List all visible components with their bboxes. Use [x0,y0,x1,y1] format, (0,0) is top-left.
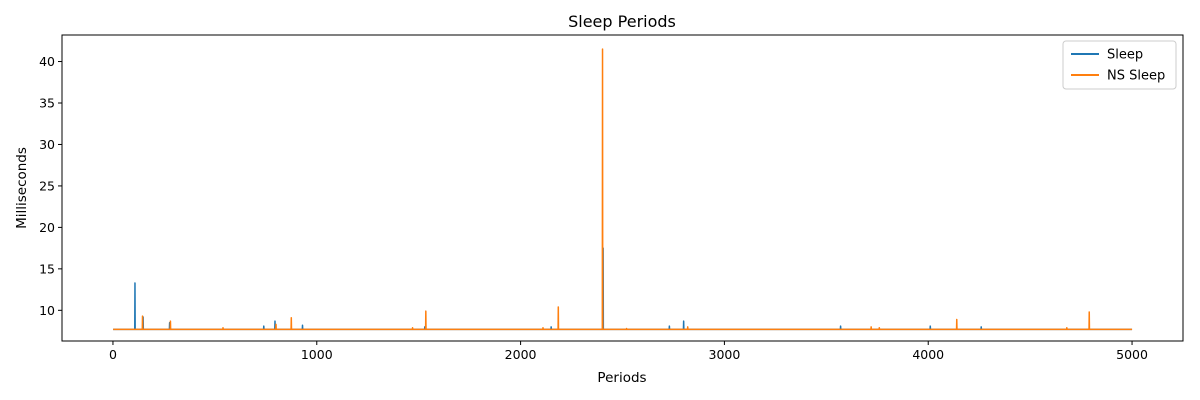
y-tick-label: 35 [39,96,55,111]
series-line-ns-sleep [113,48,1133,331]
y-tick-label: 25 [39,178,55,193]
axes-frame [61,34,1184,342]
x-tick-label: 1000 [301,347,333,362]
legend-label-ns-sleep: NS Sleep [1107,69,1165,84]
y-axis: 10 15 20 25 30 35 40 [39,54,62,318]
legend-label-sleep: Sleep [1107,48,1143,63]
plot-area [113,48,1133,331]
y-tick-label: 10 [39,303,55,318]
y-tick-label: 30 [39,137,55,152]
x-tick-label: 5000 [1116,347,1148,362]
x-axis-title: Periods [597,370,646,386]
x-tick-label: 2000 [505,347,537,362]
x-tick-label: 0 [109,347,117,362]
x-tick-label: 4000 [912,347,944,362]
y-tick-label: 15 [39,261,55,276]
legend: Sleep NS Sleep [1062,40,1177,90]
chart-title: Sleep Periods [568,12,676,31]
y-tick-label: 20 [39,220,55,235]
y-tick-label: 40 [39,54,55,69]
y-axis-title: Milliseconds [14,147,30,229]
x-tick-label: 3000 [709,347,741,362]
x-axis: 0 1000 2000 3000 4000 5000 [109,341,1148,362]
